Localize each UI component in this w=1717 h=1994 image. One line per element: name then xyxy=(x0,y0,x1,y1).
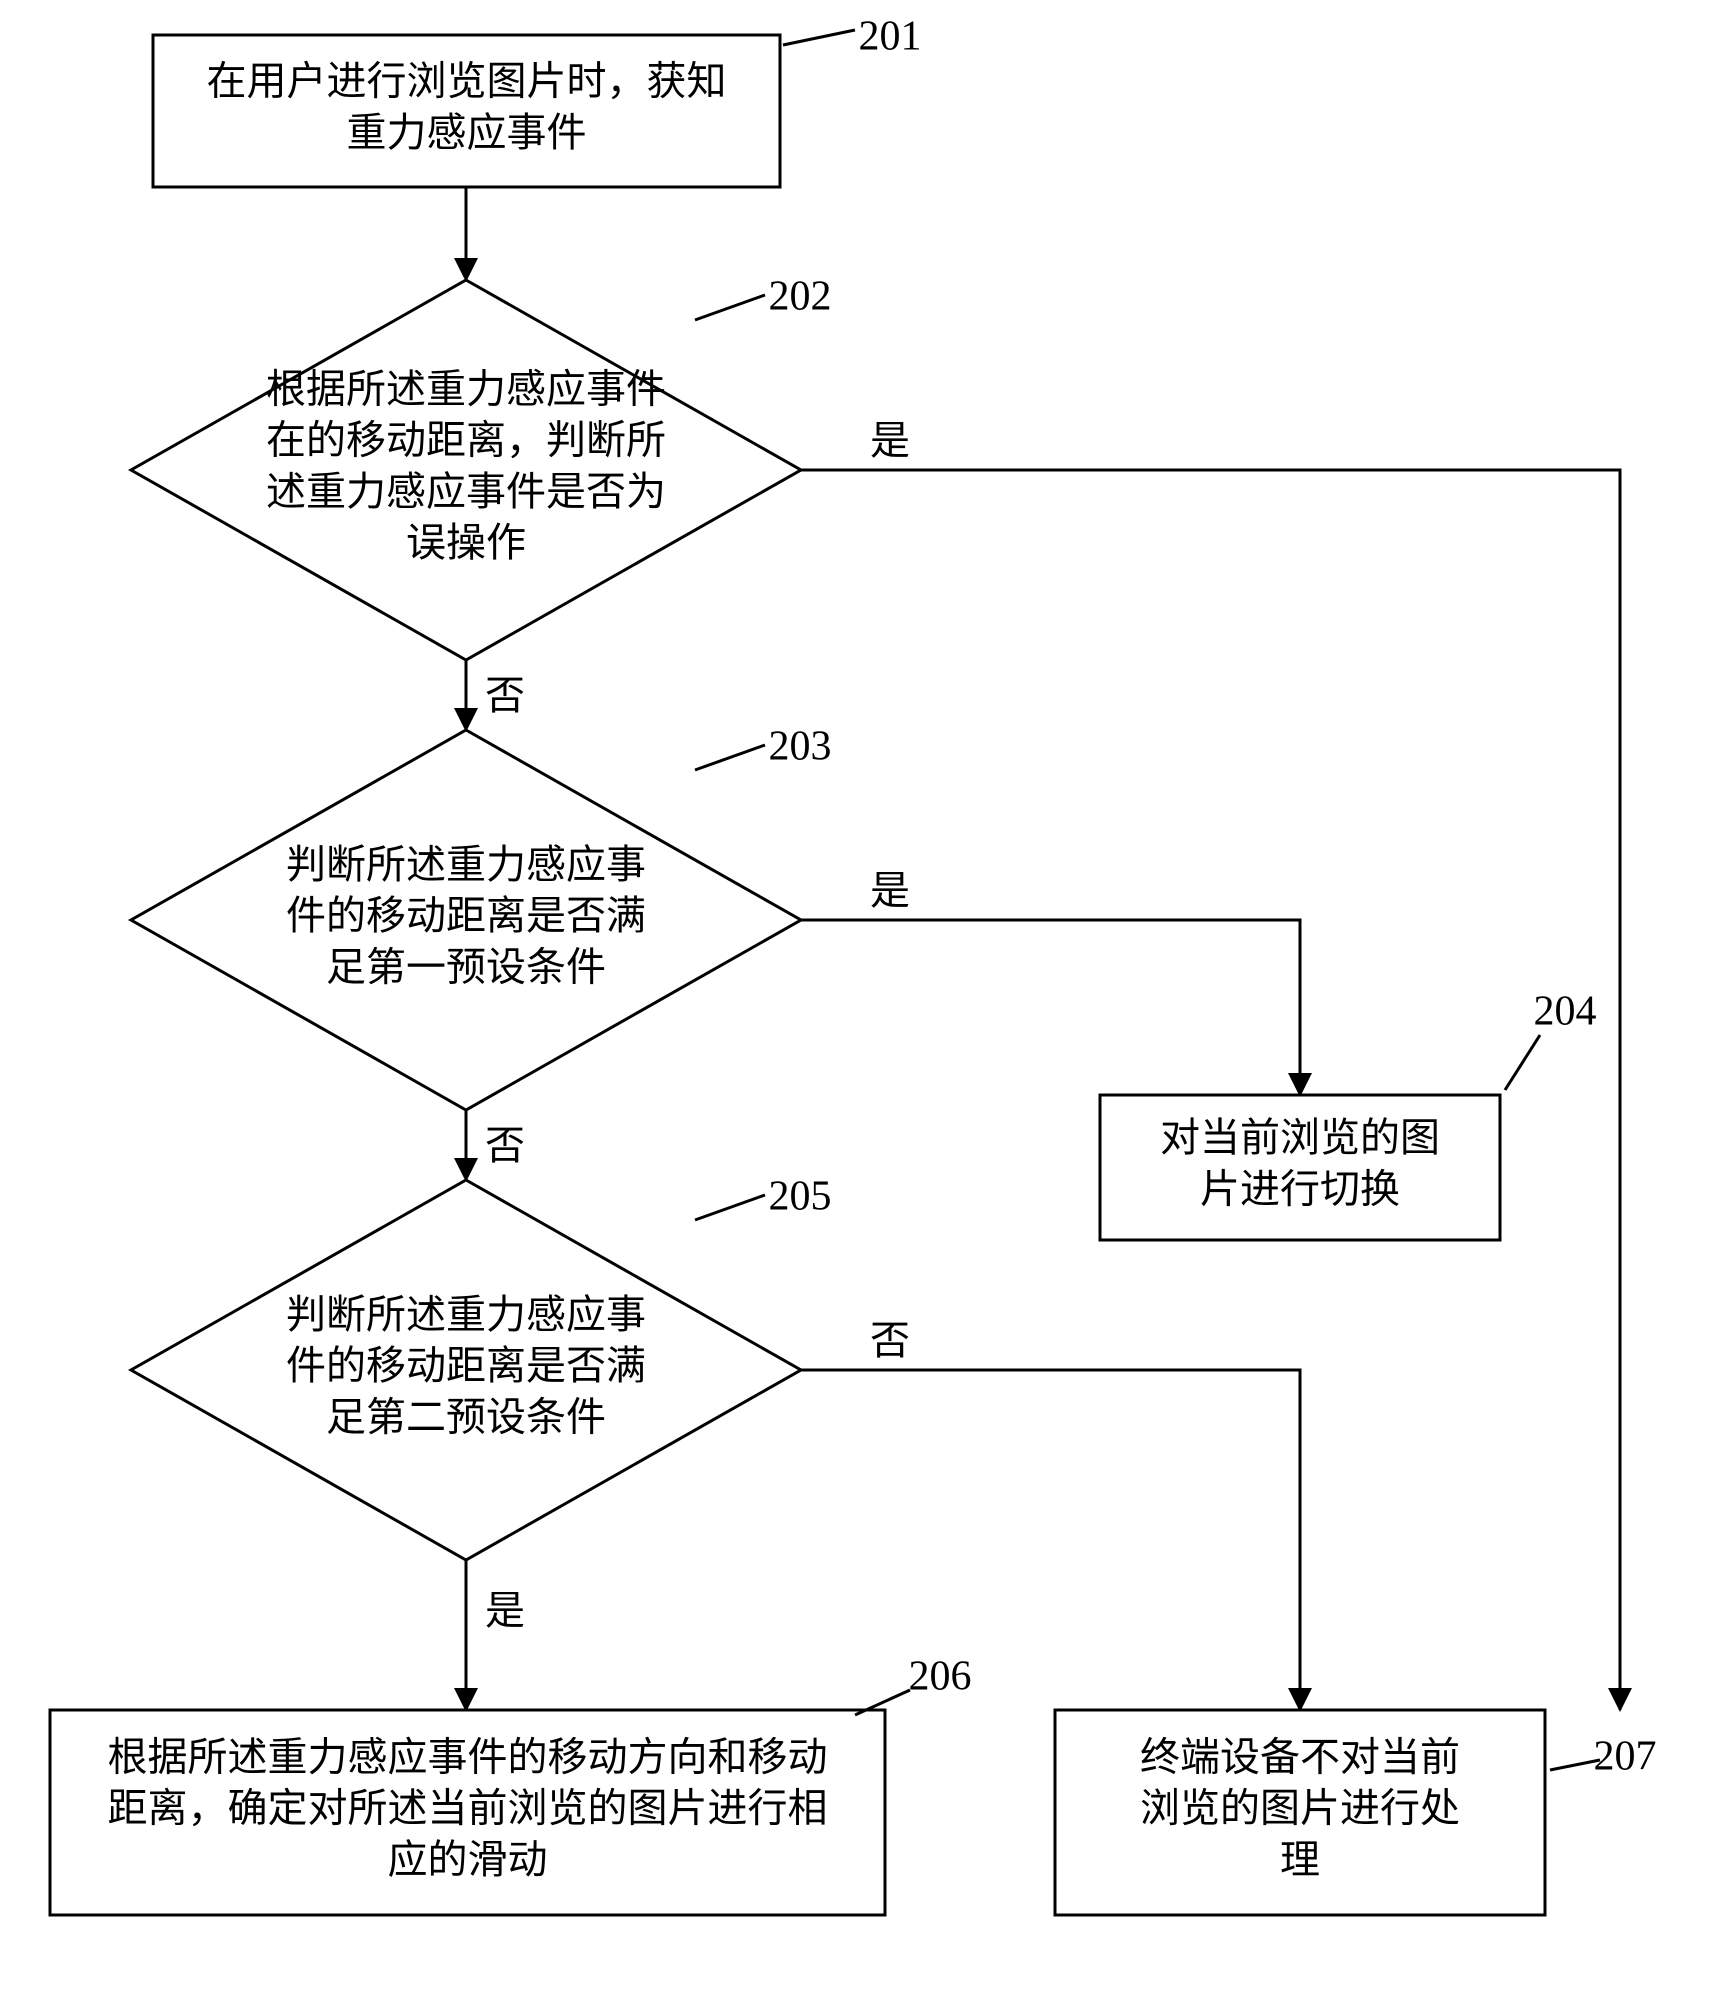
node-text-line: 件的移动距离是否满 xyxy=(286,1343,646,1388)
node-text-line: 片进行切换 xyxy=(1200,1166,1400,1211)
node-text-line: 误操作 xyxy=(406,520,526,565)
node-text-line: 足第二预设条件 xyxy=(326,1394,606,1439)
ref-number: 204 xyxy=(1534,989,1597,1035)
node-text-line: 判断所述重力感应事 xyxy=(286,842,646,887)
edge-label: 是 xyxy=(485,1588,525,1633)
node-text-line: 在用户进行浏览图片时，获知 xyxy=(207,59,727,104)
node-text-line: 在的移动距离，判断所 xyxy=(266,418,666,463)
node-text-line: 根据所述重力感应事件 xyxy=(266,366,666,411)
ref-number: 203 xyxy=(769,724,832,770)
node-text-line: 判断所述重力感应事 xyxy=(286,1292,646,1337)
edge-label: 否 xyxy=(485,673,525,718)
node-text-line: 理 xyxy=(1280,1837,1320,1882)
node-text-line: 足第一预设条件 xyxy=(326,944,606,989)
edge-label: 是 xyxy=(870,418,910,463)
node-text-line: 对当前浏览的图 xyxy=(1160,1115,1440,1160)
ref-number: 201 xyxy=(859,14,922,60)
node-text-line: 距离，确定对所述当前浏览的图片进行相 xyxy=(108,1786,828,1831)
node-text-line: 终端设备不对当前 xyxy=(1140,1734,1460,1779)
edge-label: 否 xyxy=(485,1123,525,1168)
diagram-background xyxy=(0,0,1717,1994)
ref-number: 205 xyxy=(769,1174,832,1220)
node-text-line: 述重力感应事件是否为 xyxy=(266,469,666,514)
node-text-line: 根据所述重力感应事件的移动方向和移动 xyxy=(108,1734,828,1779)
ref-number: 206 xyxy=(909,1654,972,1700)
ref-number: 202 xyxy=(769,274,832,320)
edge-label: 是 xyxy=(870,868,910,913)
node-text-line: 重力感应事件 xyxy=(347,110,587,155)
ref-number: 207 xyxy=(1594,1734,1657,1780)
node-text-line: 浏览的图片进行处 xyxy=(1140,1786,1460,1831)
node-text-line: 件的移动距离是否满 xyxy=(286,893,646,938)
edge-label: 否 xyxy=(870,1318,910,1363)
node-text-line: 应的滑动 xyxy=(388,1837,548,1882)
